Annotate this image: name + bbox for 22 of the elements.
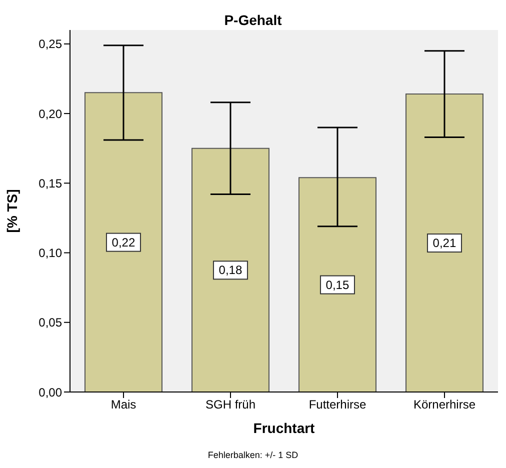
bar bbox=[405, 94, 484, 392]
bar bbox=[191, 148, 270, 392]
bar bbox=[298, 177, 376, 392]
data-label: 0,21 bbox=[432, 236, 456, 250]
y-tick-label: 0,05 bbox=[38, 316, 62, 330]
x-tick-label: Körnerhirse bbox=[413, 398, 476, 412]
chart-title: P-Gehalt bbox=[223, 12, 283, 28]
y-tick-label: 0,10 bbox=[38, 246, 62, 260]
data-label: 0,22 bbox=[112, 235, 136, 250]
data-label: 0,18 bbox=[218, 263, 242, 278]
y-tick-label: 0,25 bbox=[38, 37, 62, 52]
data-label: 0,15 bbox=[326, 278, 350, 292]
bar bbox=[84, 92, 162, 392]
x-axis-title: Fruchtart bbox=[252, 420, 316, 436]
x-tick-label: Futterhirse bbox=[308, 398, 366, 412]
y-tick-label: 0,15 bbox=[38, 176, 62, 190]
y-axis-title: [% TS] bbox=[4, 189, 20, 233]
x-tick-label: Mais bbox=[110, 398, 136, 412]
y-tick-label: 0,20 bbox=[38, 106, 62, 121]
y-tick-label: 0,00 bbox=[38, 385, 62, 400]
x-tick-label: SGH früh bbox=[205, 398, 256, 412]
text: Fehlerbalken: +/- 1 SD bbox=[206, 450, 300, 460]
